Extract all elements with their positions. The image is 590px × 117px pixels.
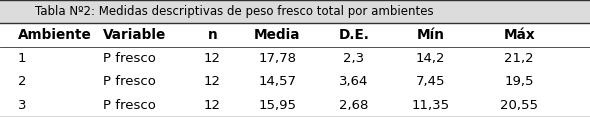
Text: 2: 2	[18, 75, 26, 88]
Text: 2,3: 2,3	[343, 52, 365, 65]
Text: 21,2: 21,2	[504, 52, 534, 65]
Text: D.E.: D.E.	[339, 28, 369, 42]
Text: n: n	[208, 28, 217, 42]
Text: 1: 1	[18, 52, 26, 65]
Text: 3: 3	[18, 99, 26, 112]
Text: P fresco: P fresco	[103, 75, 156, 88]
Text: Media: Media	[254, 28, 300, 42]
Text: 2,68: 2,68	[339, 99, 369, 112]
Text: P fresco: P fresco	[103, 52, 156, 65]
Text: Tabla Nº2: Medidas descriptivas de peso fresco total por ambientes: Tabla Nº2: Medidas descriptivas de peso …	[35, 5, 434, 18]
Text: Máx: Máx	[503, 28, 535, 42]
Text: 12: 12	[204, 52, 221, 65]
Text: 14,2: 14,2	[416, 52, 445, 65]
Text: 11,35: 11,35	[412, 99, 450, 112]
Text: Variable: Variable	[103, 28, 166, 42]
Text: 19,5: 19,5	[504, 75, 534, 88]
Text: 15,95: 15,95	[258, 99, 296, 112]
Text: 12: 12	[204, 75, 221, 88]
Text: 14,57: 14,57	[258, 75, 296, 88]
Text: 20,55: 20,55	[500, 99, 538, 112]
Text: 7,45: 7,45	[416, 75, 445, 88]
Text: Ambiente: Ambiente	[18, 28, 91, 42]
Text: P fresco: P fresco	[103, 99, 156, 112]
Text: 17,78: 17,78	[258, 52, 296, 65]
Text: Mín: Mín	[417, 28, 445, 42]
FancyBboxPatch shape	[0, 0, 590, 23]
Text: 3,64: 3,64	[339, 75, 369, 88]
Text: 12: 12	[204, 99, 221, 112]
